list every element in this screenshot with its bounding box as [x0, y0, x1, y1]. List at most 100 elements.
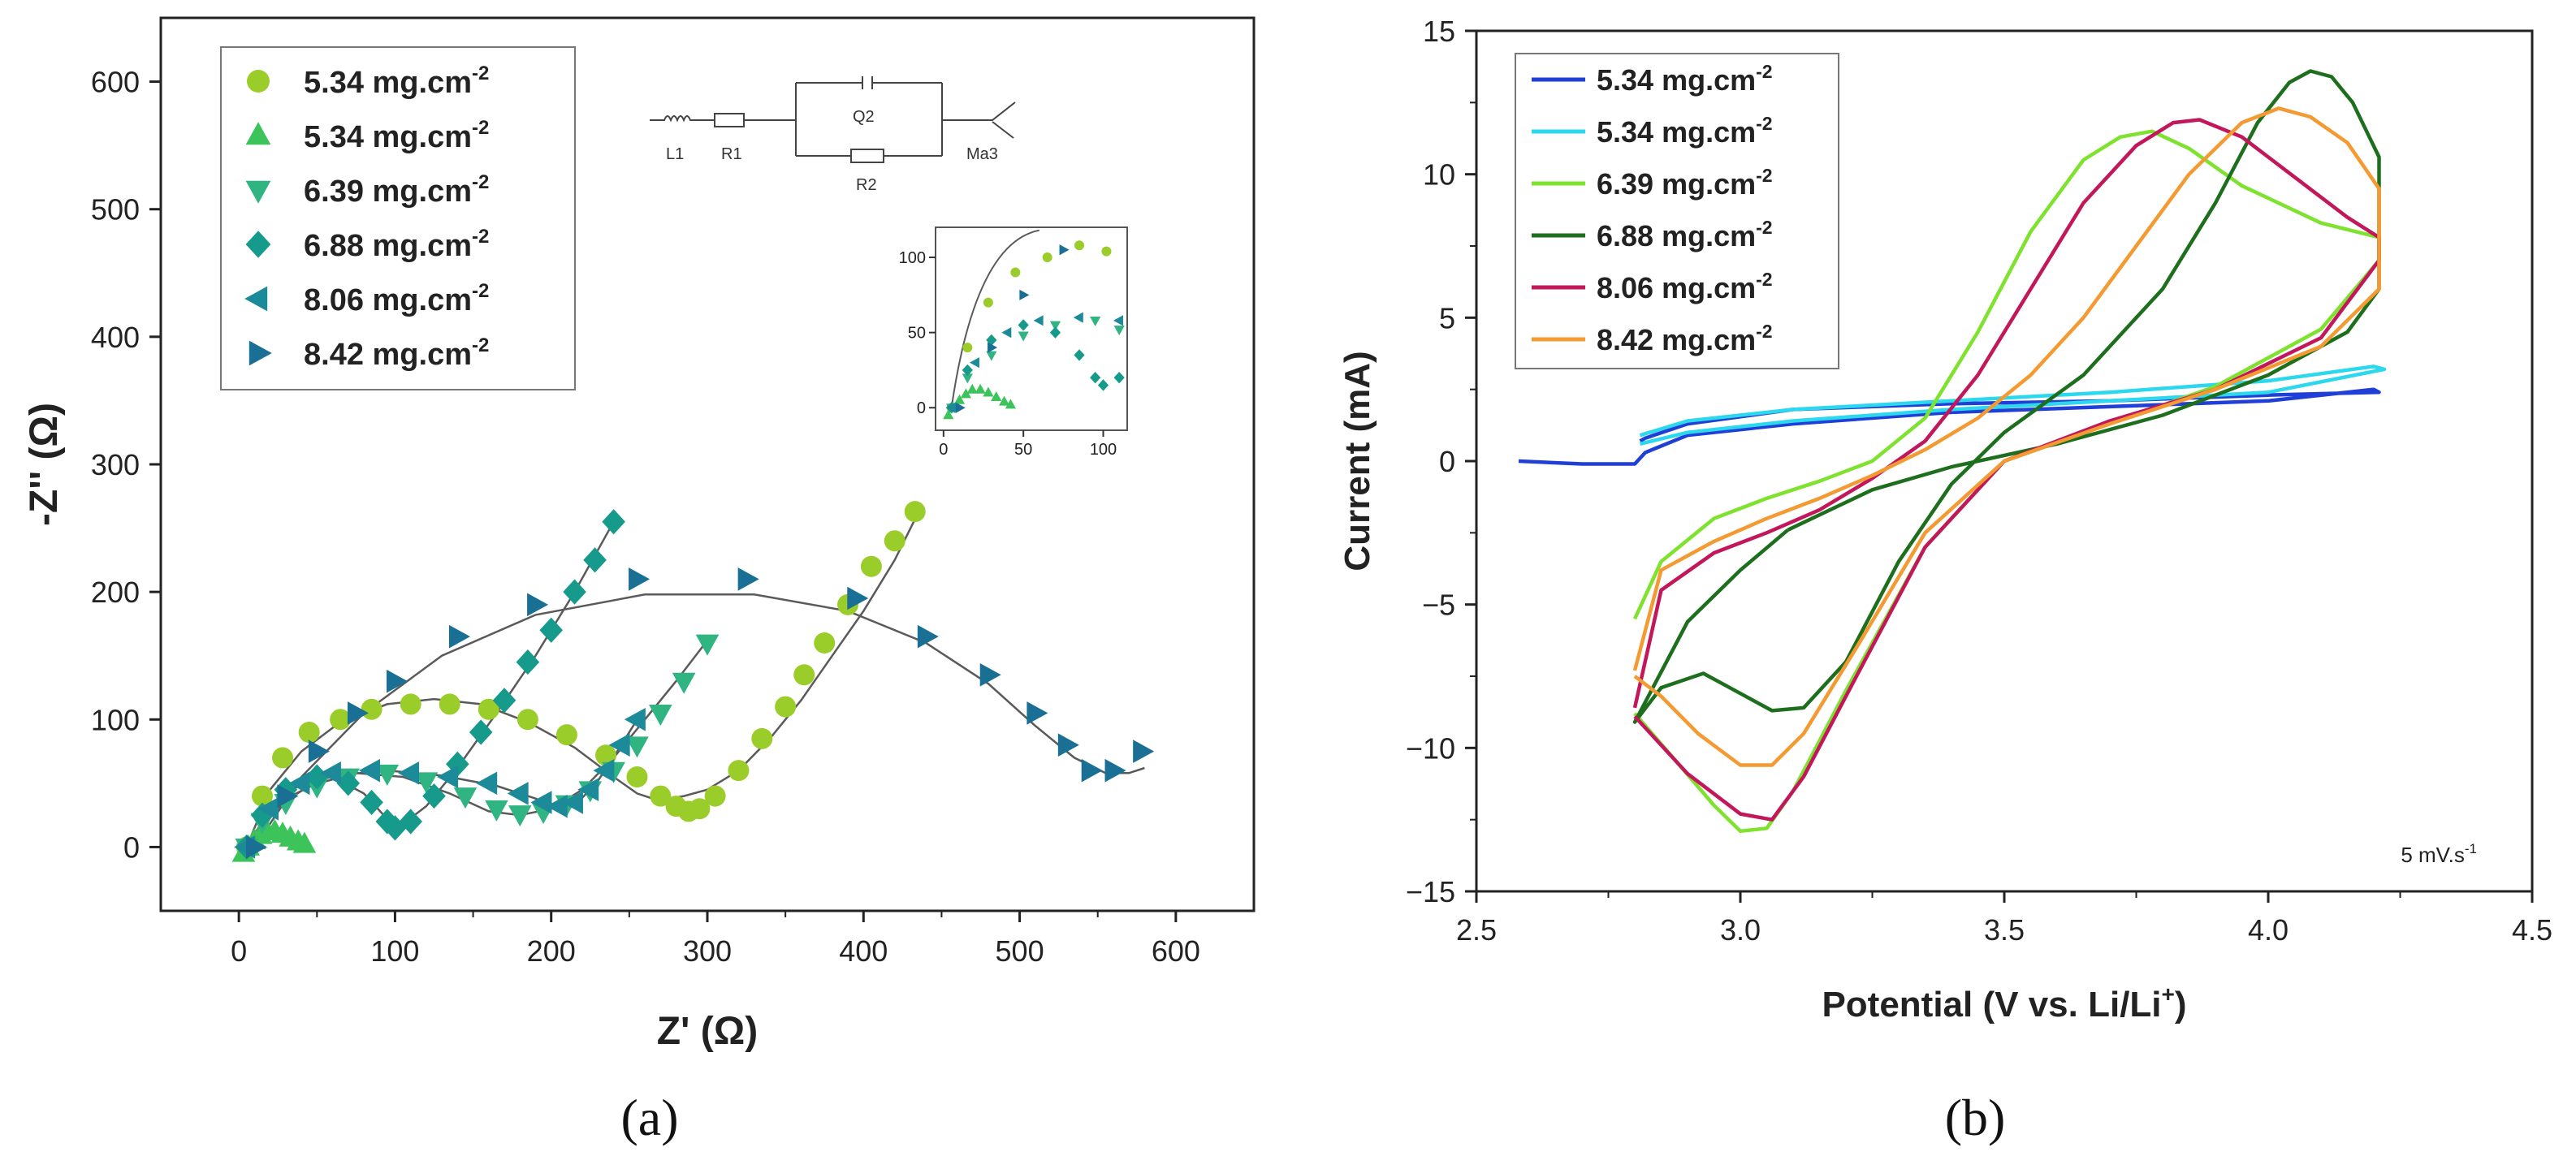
cv-x-axis-title: Potential (V vs. Li/Li+) — [1822, 981, 2186, 1024]
inset-data-point — [1090, 317, 1101, 327]
eis-data-point — [625, 736, 649, 758]
eis-data-point — [649, 705, 672, 727]
eis-data-point — [775, 696, 797, 718]
inset-data-point — [1018, 331, 1029, 342]
eis-data-point — [305, 764, 329, 790]
inset-data-point — [1033, 315, 1044, 326]
eis-y-tick-label: 100 — [91, 703, 140, 736]
eis-data-point — [546, 794, 568, 818]
eis-data-point — [737, 567, 759, 591]
inset-data-point — [1001, 327, 1012, 339]
inset-data-point — [969, 357, 979, 369]
cv-legend-label: 5.34 mg.cm-2 — [1597, 61, 1773, 97]
eis-data-point — [507, 782, 529, 805]
inset-data-point — [960, 388, 971, 399]
cv-chart: 2.5 3.0 3.5 4.0 4.5 −15 −10 −5 0 5 10 15 5.34 mg.cm… — [1338, 15, 2552, 1146]
eis-data-point — [847, 586, 869, 610]
eis-x-tick-label: 100 — [370, 934, 419, 968]
cv-y-tick-label: 10 — [1423, 158, 1455, 192]
eis-data-point — [555, 724, 577, 746]
eis-data-point — [979, 662, 1001, 687]
eis-legend-label: 5.34 mg.cm-2 — [304, 117, 489, 154]
eis-data-point — [292, 831, 317, 853]
eis-data-point — [751, 727, 773, 749]
eis-data-points — [231, 501, 1155, 862]
inset-data-point — [962, 373, 973, 384]
eis-data-point — [793, 664, 815, 686]
inset-data-point — [988, 342, 998, 353]
eis-data-point — [704, 785, 726, 807]
eis-data-point — [593, 758, 615, 783]
inset-data-point — [962, 343, 973, 353]
inset-data-point — [1113, 326, 1125, 336]
cv-legend: 5.34 mg.cm-2 5.34 mg.cm-2 6.39 mg.cm-2 6.88… — [1515, 53, 1839, 369]
inset-data-point — [966, 383, 978, 394]
eis-y-tick-label: 600 — [91, 66, 140, 99]
cv-x-tick-label: 3.0 — [1720, 913, 1761, 947]
eis-data-point — [539, 617, 564, 643]
inset-data-point — [1005, 399, 1017, 409]
inset-data-point — [1049, 321, 1061, 331]
cv-x-tick-label: 4.0 — [2248, 913, 2289, 947]
eis-x-tick-label: 300 — [683, 934, 732, 968]
eis-legend-marker — [245, 231, 271, 258]
inset-data-point — [1074, 349, 1085, 361]
eis-data-point — [448, 624, 470, 649]
eis-data-point — [672, 672, 696, 694]
eis-data-point — [245, 835, 267, 859]
cv-y-tick-label: −5 — [1422, 589, 1455, 622]
eis-data-point — [650, 785, 672, 807]
cv-series-line — [1632, 106, 2381, 767]
eis-data-point — [563, 579, 586, 605]
eis-data-point — [530, 791, 552, 814]
eis-y-tick-label: 0 — [123, 830, 140, 864]
inset-data-point — [983, 386, 994, 397]
eis-data-point — [516, 709, 538, 731]
inset-data-point — [1018, 319, 1029, 331]
inset-data-point — [962, 364, 973, 377]
eis-data-point — [561, 791, 583, 814]
eis-data-point — [400, 693, 421, 715]
eis-data-point — [629, 567, 650, 591]
eis-data-point — [298, 722, 320, 743]
eis-data-point — [516, 649, 540, 675]
eis-data-point — [398, 761, 420, 785]
inset-data-point — [1059, 244, 1070, 256]
inset-x-tick-label: 0 — [939, 441, 948, 459]
inset-x-tick-label: 50 — [1014, 441, 1032, 459]
cv-legend-label: 8.06 mg.cm-2 — [1597, 269, 1773, 304]
eis-data-point — [1057, 733, 1079, 757]
eis-legend-marker — [244, 286, 268, 312]
eis-data-point — [277, 784, 299, 808]
inset-data-point — [975, 383, 986, 394]
eis-legend-label: 5.34 mg.cm-2 — [304, 63, 489, 100]
eis-data-point — [361, 698, 383, 720]
eis-x-tick-label: 200 — [527, 934, 576, 968]
cv-axes: 2.5 3.0 3.5 4.0 4.5 −15 −10 −5 0 5 10 15 — [1406, 15, 2552, 947]
cv-y-tick-label: −15 — [1406, 875, 1455, 908]
inset-data-point — [986, 351, 997, 361]
eis-data-point — [904, 501, 926, 523]
eis-legend: 5.34 mg.cm-2 5.34 mg.cm-2 6.39 mg.cm-2 6.88… — [220, 46, 576, 390]
eis-data-point — [577, 778, 599, 802]
eis-data-point — [583, 547, 607, 573]
eis-data-point — [689, 798, 711, 820]
inset-data-point — [1074, 240, 1084, 251]
eis-data-point — [485, 800, 508, 822]
eis-data-point — [527, 593, 549, 617]
circuit-label-r1: R1 — [721, 145, 742, 163]
eis-legend-label: 6.39 mg.cm-2 — [304, 171, 489, 209]
eis-data-point — [1104, 758, 1126, 783]
eis-x-tick-label: 0 — [231, 934, 247, 968]
eis-data-point — [414, 772, 439, 794]
cv-series-line — [1632, 69, 2381, 724]
eis-legend-marker — [245, 122, 271, 145]
inset-y-tick-label: 0 — [917, 399, 926, 417]
inset-data-point — [945, 402, 956, 413]
eis-data-point — [437, 765, 459, 789]
eis-data-point — [728, 760, 750, 782]
cv-series-line — [1632, 118, 2381, 822]
inset-data-point — [1073, 312, 1083, 323]
eis-data-point — [860, 555, 882, 577]
eis-x-tick-label: 500 — [996, 934, 1044, 968]
